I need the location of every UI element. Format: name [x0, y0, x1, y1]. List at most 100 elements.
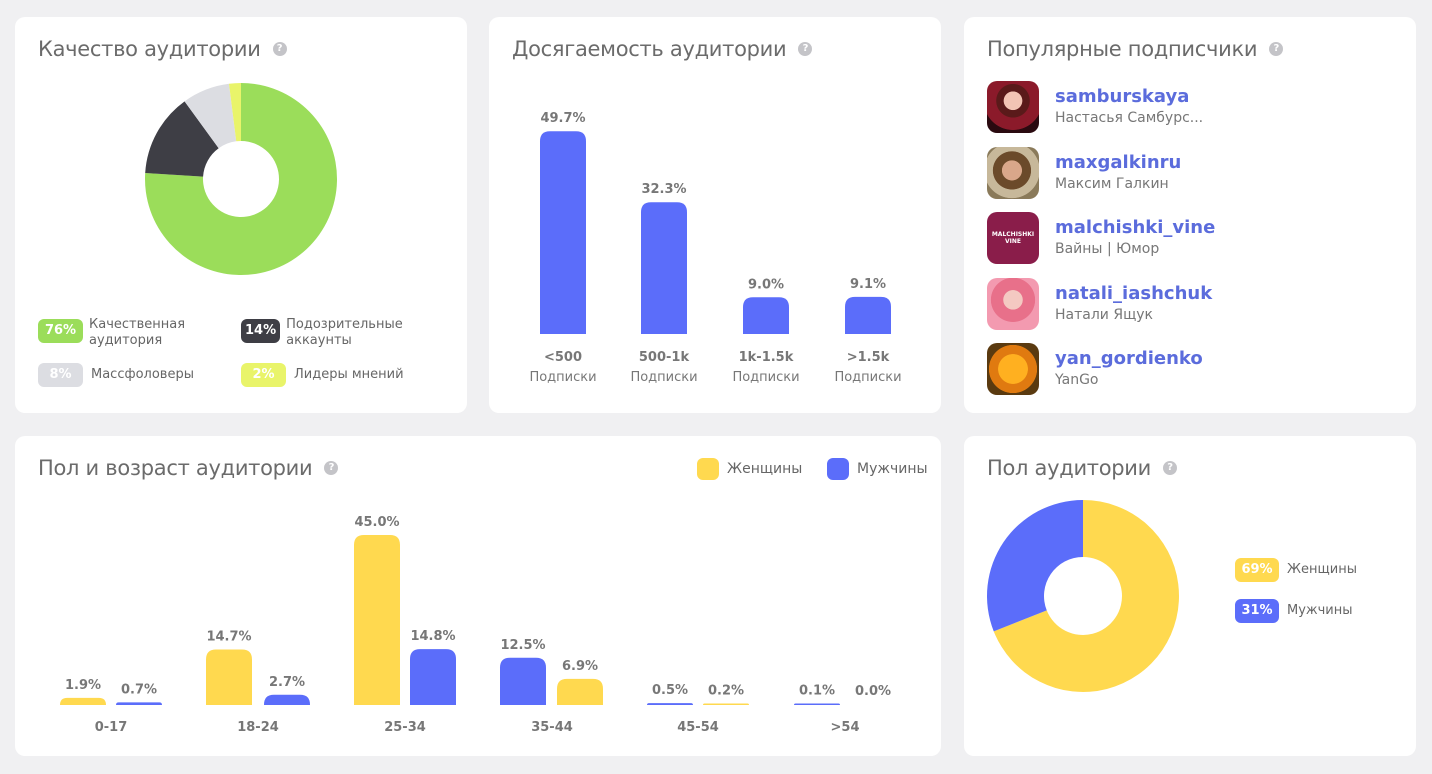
help-icon[interactable]: ?	[1163, 461, 1178, 475]
reach-category-label: <500	[544, 350, 582, 365]
quality-slice-1[interactable]	[145, 101, 219, 177]
follower-name: Настасья Самбурс...	[1055, 110, 1204, 126]
follower-item[interactable]: yan_gordienko YanGo	[987, 343, 1203, 395]
audience-quality-title: Качество аудитории ?	[38, 37, 287, 61]
age-category-label: 18-24	[237, 720, 279, 735]
age-value-label: 0.0%	[855, 684, 891, 699]
help-icon[interactable]: ?	[272, 42, 287, 56]
legend-quality-massfollowers: 8% Массфоловеры	[38, 363, 194, 387]
reach-sublabel: Подписки	[834, 370, 901, 385]
follower-name: Максим Галкин	[1055, 176, 1169, 192]
badge-male: 31%	[1235, 599, 1279, 623]
gender-age-title: Пол и возраст аудитории ?	[38, 456, 339, 480]
age-value-label: 12.5%	[500, 638, 545, 653]
badge-suspicious: 14%	[241, 319, 281, 343]
help-icon[interactable]: ?	[1269, 42, 1284, 56]
gender-title: Пол аудитории ?	[987, 456, 1178, 480]
reach-bar[interactable]	[845, 296, 891, 334]
reach-category-label: 1k-1.5k	[739, 350, 794, 365]
avatar[interactable]	[987, 343, 1039, 395]
badge-quality: 76%	[38, 319, 83, 343]
gender-slice-0[interactable]	[993, 500, 1179, 692]
age-bar[interactable]	[794, 703, 840, 706]
follower-item[interactable]: samburskaya Настасья Самбурс...	[987, 81, 1203, 133]
gender-donut-chart	[987, 500, 1179, 692]
age-bar[interactable]	[116, 702, 162, 705]
follower-username[interactable]: maxgalkinru	[1055, 152, 1182, 173]
popular-followers-title: Популярные подписчики ?	[987, 37, 1284, 61]
avatar-logo-text: MALCHISHKI VINE	[991, 231, 1035, 245]
gender-age-card: Пол и возраст аудитории ? Женщины Мужчин…	[15, 436, 941, 756]
age-value-label: 45.0%	[354, 515, 399, 530]
quality-slice-0[interactable]	[144, 83, 337, 275]
badge-massfollowers: 8%	[38, 363, 83, 387]
age-bar[interactable]	[264, 694, 310, 705]
age-bar[interactable]	[557, 678, 603, 705]
follower-name: Натали Ящук	[1055, 307, 1153, 323]
reach-sublabel: Подписки	[630, 370, 697, 385]
help-icon[interactable]: ?	[324, 461, 339, 475]
age-category-label: 0-17	[95, 720, 128, 735]
follower-item[interactable]: maxgalkinru Максим Галкин	[987, 147, 1181, 199]
reach-value-label: 49.7%	[540, 111, 585, 126]
age-category-label: >54	[831, 720, 860, 735]
legend-label-quality: Качественная аудитория	[89, 317, 186, 348]
age-category-label: 35-44	[531, 720, 573, 735]
age-bar[interactable]	[703, 703, 749, 706]
follower-username[interactable]: malchishki_vine	[1055, 217, 1216, 238]
legend-label-suspicious: Подозрительные аккаунты	[286, 317, 403, 348]
avatar[interactable]: MALCHISHKI VINE	[987, 212, 1039, 264]
legend-label-massfollowers: Массфоловеры	[91, 367, 194, 382]
reach-category-label: >1.5k	[847, 350, 890, 365]
age-bar[interactable]	[647, 703, 693, 705]
follower-username[interactable]: yan_gordienko	[1055, 348, 1203, 369]
avatar[interactable]	[987, 81, 1039, 133]
legend-swatch-female	[697, 458, 719, 480]
age-value-label: 6.9%	[562, 659, 598, 674]
gender-slice-1[interactable]	[987, 500, 1083, 632]
reach-bar-chart: 49.7% <500 Подписки 32.3% 500-1k Подписки 9.0%…	[529, 111, 901, 385]
legend-quality-influencers: 2% Лидеры мнений	[241, 363, 404, 387]
legend-gender-male: 31% Мужчины	[1235, 599, 1353, 623]
age-bar[interactable]	[500, 657, 546, 705]
follower-name: Вайны | Юмор	[1055, 241, 1160, 257]
age-value-label: 14.7%	[206, 629, 251, 644]
audience-reach-card: Досягаемость аудитории ? 49.7% <500 Подпис…	[489, 17, 941, 413]
reach-sublabel: Подписки	[529, 370, 596, 385]
quality-slice-2[interactable]	[184, 83, 237, 149]
age-value-label: 0.5%	[652, 683, 688, 698]
follower-item[interactable]: natali_iashchuk Натали Ящук	[987, 278, 1212, 330]
reach-sublabel: Подписки	[732, 370, 799, 385]
follower-username[interactable]: samburskaya	[1055, 86, 1190, 107]
reach-value-label: 32.3%	[641, 182, 686, 197]
legend-label-influencers: Лидеры мнений	[294, 367, 404, 382]
age-bar[interactable]	[60, 697, 106, 705]
reach-bar[interactable]	[540, 131, 586, 334]
age-value-label: 0.2%	[708, 684, 744, 699]
reach-value-label: 9.0%	[748, 277, 784, 292]
audience-reach-title: Досягаемость аудитории ?	[512, 37, 813, 61]
reach-value-label: 9.1%	[850, 277, 886, 292]
legend-swatch-male	[827, 458, 849, 480]
follower-username[interactable]: natali_iashchuk	[1055, 283, 1213, 304]
age-bar[interactable]	[206, 649, 252, 705]
popular-followers-card: Популярные подписчики ? samburskaya Наст…	[964, 17, 1416, 413]
gender-age-bar-chart: 1.9% 0.7% 0-17 14.7% 2.7% 18-24 45.0% 14.8% 25-3…	[60, 515, 891, 735]
follower-item[interactable]: MALCHISHKI VINE malchishki_vine Вайны | …	[987, 212, 1215, 264]
age-category-label: 25-34	[384, 720, 426, 735]
quality-donut-chart	[144, 83, 337, 275]
avatar[interactable]	[987, 278, 1039, 330]
badge-influencers: 2%	[241, 363, 286, 387]
legend-label-female: Женщины	[1287, 562, 1357, 577]
age-bar[interactable]	[410, 649, 456, 705]
avatar[interactable]	[987, 147, 1039, 199]
age-value-label: 14.8%	[410, 629, 455, 644]
gender-card: Пол аудитории ? 69% Женщины 31% Мужчины	[964, 436, 1416, 756]
help-icon[interactable]: ?	[798, 42, 813, 56]
age-bar[interactable]	[354, 535, 400, 705]
reach-bar[interactable]	[743, 297, 789, 334]
age-value-label: 0.7%	[121, 682, 157, 697]
reach-bar[interactable]	[641, 202, 687, 334]
quality-slice-3[interactable]	[228, 83, 241, 142]
audience-quality-card: Качество аудитории ? 76% Качественная ау…	[15, 17, 467, 413]
